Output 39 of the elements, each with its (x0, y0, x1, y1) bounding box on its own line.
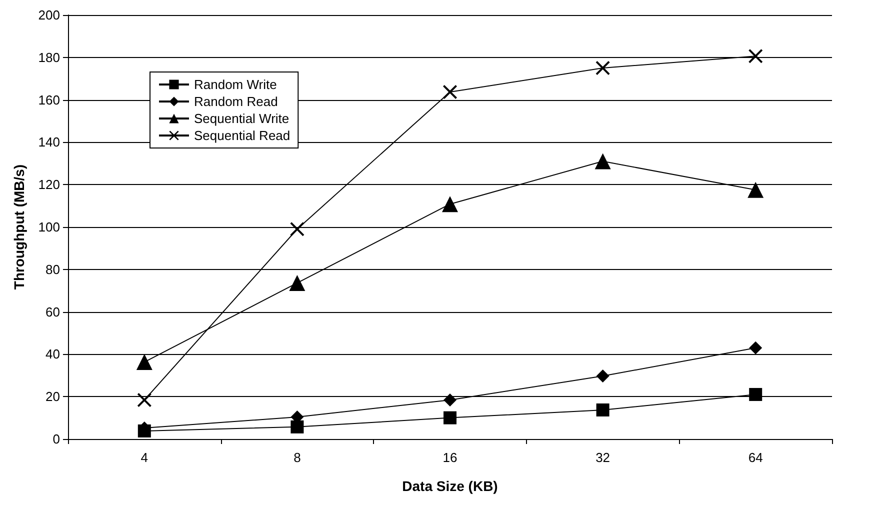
y-tick-label: 40 (46, 346, 60, 362)
legend-label: Sequential Write (194, 111, 290, 126)
x-tick-label: 4 (140, 450, 148, 465)
x-tick-label: 32 (596, 450, 610, 465)
point (443, 84, 457, 99)
x-tick-label: 8 (294, 450, 301, 465)
y-tick-label: 140 (38, 134, 60, 150)
point (444, 393, 456, 406)
point (594, 153, 611, 170)
y-tick-label: 200 (38, 8, 60, 22)
point (749, 341, 762, 354)
point (290, 420, 304, 434)
point (596, 370, 610, 383)
point (290, 222, 304, 236)
point (748, 49, 763, 64)
y-tick-label: 160 (38, 92, 60, 108)
y-tick-label: 20 (46, 389, 60, 404)
y-tick-label: 120 (38, 177, 60, 192)
x-tick-label: 16 (442, 450, 458, 465)
point (596, 61, 610, 75)
y-tick-label: 0 (52, 432, 60, 446)
x-tick-label: 64 (748, 450, 763, 465)
point (289, 274, 306, 291)
legend-label: Sequential Read (194, 128, 290, 143)
point (136, 354, 152, 370)
y-tick-label: 80 (46, 262, 60, 277)
legend-label: Random Read (194, 94, 278, 109)
y-axis-title: Throughput (MB/s) (11, 164, 27, 290)
y-tick-label: 100 (38, 220, 60, 234)
legend-label: Random Write (194, 77, 277, 92)
point (748, 182, 764, 198)
point (442, 196, 458, 212)
point (444, 411, 456, 424)
y-tick-label: 60 (46, 304, 60, 320)
point (137, 392, 152, 407)
x-axis-title: Data Size (KB) (402, 478, 498, 494)
point (596, 403, 610, 416)
point (749, 388, 762, 401)
y-tick-label: 180 (38, 50, 60, 65)
